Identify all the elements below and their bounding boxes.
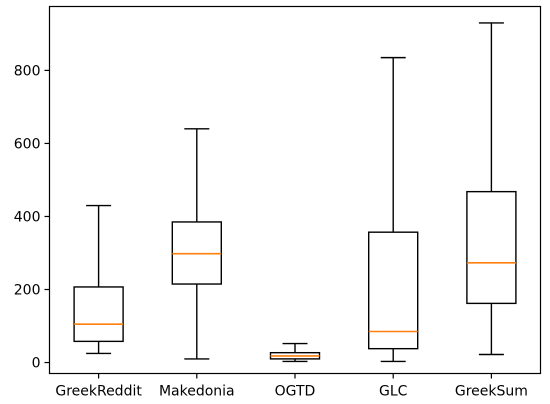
x-tick-label-greeksum: GreekSum bbox=[455, 384, 528, 400]
x-tick-label-glc: GLC bbox=[379, 384, 408, 400]
box-greekreddit bbox=[73, 286, 124, 343]
box-glc bbox=[368, 231, 419, 350]
x-tick-label-makedonia: Makedonia bbox=[159, 384, 235, 400]
x-tick-label-ogtd: OGTD bbox=[275, 384, 316, 400]
box-greeksum bbox=[466, 190, 517, 305]
y-tick-label-0: 0 bbox=[32, 356, 41, 372]
x-tick-label-greekreddit: GreekReddit bbox=[55, 384, 142, 400]
plot-frame bbox=[48, 5, 542, 375]
box-group-greeksum bbox=[466, 22, 517, 356]
box-group-greekreddit bbox=[73, 204, 124, 355]
y-tick-label-400: 400 bbox=[14, 209, 41, 225]
box-group-ogtd bbox=[269, 342, 321, 363]
y-tick-label-800: 800 bbox=[14, 63, 41, 79]
y-tick-label-200: 200 bbox=[14, 283, 41, 299]
box-group-glc bbox=[368, 56, 419, 363]
y-tick-label-600: 600 bbox=[14, 136, 41, 152]
box-group-makedonia bbox=[171, 128, 223, 360]
